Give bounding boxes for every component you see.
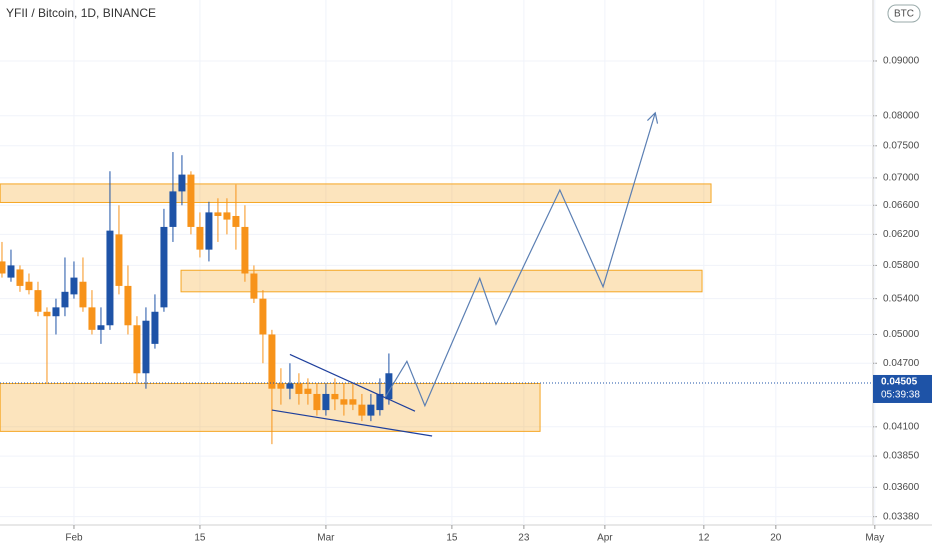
candle-body	[133, 325, 141, 374]
candle-body	[7, 265, 15, 278]
zone	[0, 382, 541, 432]
candle-body	[250, 273, 258, 299]
y-tick-label: 0.05000	[883, 329, 920, 340]
candle-body	[268, 334, 276, 389]
candle-body	[313, 393, 321, 411]
x-tick-label: 23	[518, 533, 530, 544]
y-tick-label: 0.08000	[883, 110, 920, 121]
candle-body	[16, 269, 24, 286]
candle-body	[88, 307, 96, 330]
zone	[180, 269, 703, 293]
candle-body	[358, 404, 366, 416]
zone	[0, 183, 712, 203]
x-tick-label: Apr	[597, 533, 613, 544]
y-tick-label: 0.03380	[883, 511, 920, 522]
trend-line	[271, 409, 433, 437]
x-tick-label: Feb	[65, 533, 83, 544]
candle-body	[160, 226, 168, 308]
candle-body	[331, 393, 339, 400]
countdown-label: 05:39:38	[881, 390, 920, 401]
candle-body	[178, 174, 186, 192]
candle-body	[79, 281, 87, 308]
candle-body	[196, 226, 204, 250]
y-tick-label: 0.06200	[883, 229, 920, 240]
y-tick-label: 0.04700	[883, 358, 920, 369]
last-price-label: 0.04505	[881, 377, 918, 388]
candle-body	[43, 311, 51, 317]
arrow-head	[646, 111, 659, 124]
candle-body	[376, 393, 384, 411]
candle-body	[151, 311, 159, 344]
y-tick-label: 0.05400	[883, 293, 920, 304]
y-tick-label: 0.03850	[883, 451, 920, 462]
candle-body	[124, 285, 132, 326]
candle-body	[169, 191, 177, 227]
candle-body	[259, 298, 267, 335]
candle-body	[286, 383, 294, 389]
candle-body	[340, 399, 348, 405]
unit-badge	[887, 4, 921, 23]
candle-body	[205, 212, 213, 250]
candle-body	[142, 320, 150, 374]
x-tick-label: 15	[194, 533, 206, 544]
projection-path	[384, 112, 656, 408]
y-tick-label: 0.04100	[883, 421, 920, 432]
x-tick-label: Mar	[317, 533, 335, 544]
candle-body	[187, 174, 195, 227]
trend-line	[289, 353, 416, 412]
last-price-box	[873, 374, 932, 403]
x-tick-label: May	[865, 533, 884, 544]
candle-body	[97, 325, 105, 330]
candle-body	[70, 277, 78, 295]
candle-body	[0, 261, 6, 274]
candle-body	[349, 399, 357, 405]
candle-body	[25, 281, 33, 291]
candle-body	[61, 291, 69, 308]
candle-body	[106, 230, 114, 326]
y-tick-label: 0.05800	[883, 260, 920, 271]
candle-body	[115, 234, 123, 286]
candle-body	[232, 215, 240, 227]
x-tick-label: 20	[770, 533, 782, 544]
candle-body	[295, 383, 303, 394]
x-tick-label: 12	[698, 533, 710, 544]
candle-body	[241, 226, 249, 274]
candle-body	[34, 290, 42, 312]
y-tick-label: 0.07500	[883, 140, 920, 151]
candle-body	[304, 388, 312, 394]
candle-body	[367, 404, 375, 416]
candle-body	[277, 383, 285, 389]
x-tick-label: 15	[446, 533, 458, 544]
y-tick-label: 0.07000	[883, 173, 920, 184]
candle-body	[214, 212, 222, 216]
candle-body	[385, 373, 393, 400]
y-tick-label: 0.06600	[883, 200, 920, 211]
candle-body	[52, 307, 60, 317]
y-tick-label: 0.09000	[883, 56, 920, 67]
chart-title: YFII / Bitcoin, 1D, BINANCE	[6, 6, 156, 20]
unit-label: BTC	[894, 9, 914, 20]
y-tick-label: 0.03600	[883, 482, 920, 493]
candle-body	[223, 212, 231, 220]
candle-body	[322, 393, 330, 411]
